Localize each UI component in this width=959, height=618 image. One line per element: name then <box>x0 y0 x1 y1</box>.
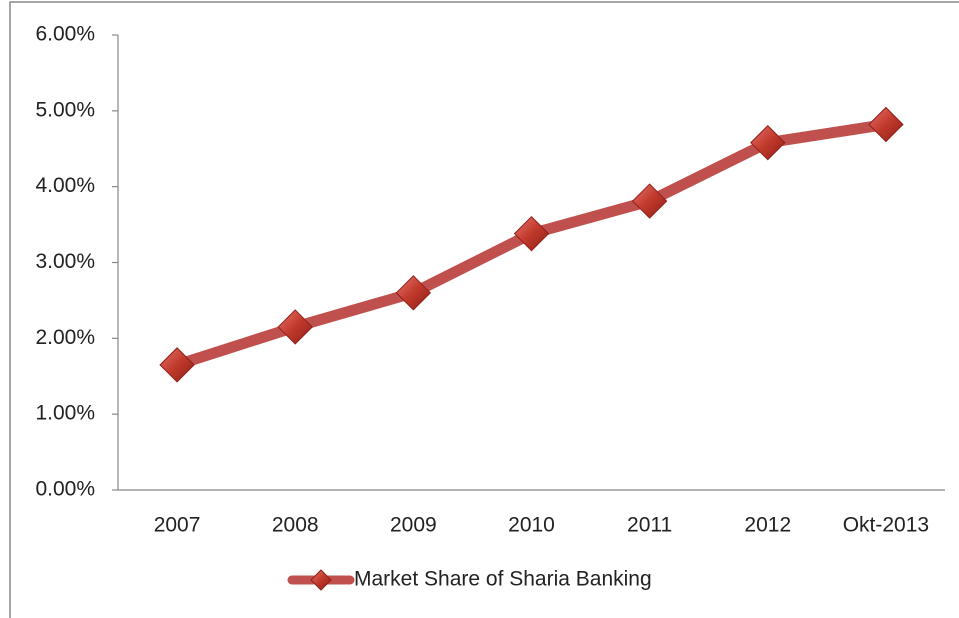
y-tick-label: 0.00% <box>35 478 95 501</box>
y-tick-label: 4.00% <box>35 174 95 197</box>
x-tick-label: 2009 <box>390 514 437 537</box>
chart-frame <box>9 1 959 618</box>
point-marker <box>631 183 668 219</box>
y-tick-label: 2.00% <box>35 326 95 349</box>
x-tick-label: Okt-2013 <box>843 514 929 537</box>
point-marker <box>868 106 904 143</box>
legend-marker <box>310 569 332 591</box>
x-tick-label: 2010 <box>508 514 555 537</box>
x-tick-label: 2007 <box>154 514 201 537</box>
x-tick-label: 2011 <box>627 514 672 537</box>
point-marker <box>750 124 786 161</box>
y-tick-label: 5.00% <box>35 98 95 121</box>
point-marker <box>277 309 313 345</box>
point-marker <box>395 275 432 311</box>
y-tick-label: 1.00% <box>35 402 95 425</box>
point-marker <box>159 347 195 383</box>
y-tick-label: 3.00% <box>35 250 95 273</box>
legend-label: Market Share of Sharia Banking <box>354 568 652 591</box>
x-tick-label: 2008 <box>272 514 319 537</box>
x-tick-label: 2012 <box>744 514 791 537</box>
y-tick-label: 6.00% <box>35 23 95 46</box>
point-marker <box>513 215 550 252</box>
